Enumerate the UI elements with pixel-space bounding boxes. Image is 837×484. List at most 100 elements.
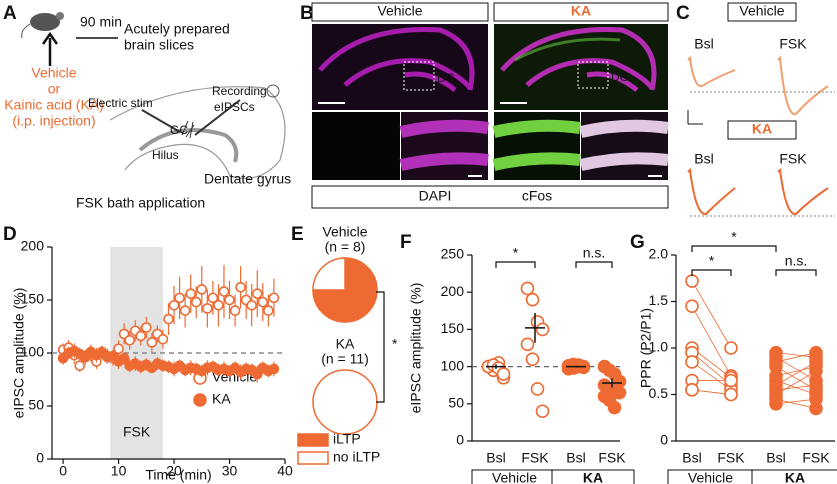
y-axis-label: PPR (P2/P1): [638, 308, 654, 388]
data-point: [207, 292, 219, 304]
data-point: [213, 299, 224, 311]
stim-label: Electric stim: [88, 96, 153, 110]
data-point: [118, 352, 130, 364]
treatment: Kainic acid (KA): [4, 97, 104, 113]
data-point: [229, 305, 241, 316]
data-point: [246, 299, 258, 311]
condition: FSK: [779, 36, 807, 52]
trace: [687, 55, 736, 88]
legend-marker: [297, 433, 329, 447]
stain: cFos: [522, 188, 552, 204]
x-axis-label: Time (min): [145, 467, 211, 483]
legend-label: iLTP: [333, 431, 361, 447]
data-point: [179, 305, 191, 316]
data-point: [163, 313, 174, 325]
arrow-head: [41, 31, 59, 45]
pie-slice: [312, 257, 378, 323]
data-point: [146, 337, 158, 348]
data-point: [724, 373, 738, 388]
pair-line: [691, 305, 732, 377]
data-point: [268, 363, 280, 375]
legend-marker: [297, 451, 329, 465]
group-box: [551, 469, 635, 484]
sig-label: *: [513, 245, 519, 261]
data-point: [607, 400, 622, 415]
label-box: [311, 185, 669, 209]
pair-line: [775, 398, 817, 409]
x-tick-label: Bsl: [486, 450, 505, 466]
mouse-ear: [56, 12, 64, 20]
data-point: [809, 378, 823, 393]
data-point: [190, 296, 202, 308]
condition: FSK: [779, 151, 807, 167]
y-tick-label: 0: [456, 432, 464, 448]
y-tick-label: 150: [21, 291, 45, 307]
panel-letter: D: [3, 224, 17, 245]
roi-box: [403, 61, 435, 91]
recording-label: eIPSCs: [214, 100, 255, 114]
region-label: DG: [611, 70, 629, 84]
data-point: [74, 360, 86, 372]
data-point: [520, 281, 535, 296]
sig-label: n.s.: [583, 245, 606, 261]
y-axis-label: eIPSC amplitude (%): [408, 283, 424, 414]
data-point: [612, 385, 627, 400]
data-point: [235, 281, 246, 293]
group: KA: [752, 121, 772, 137]
hippocampus: [500, 27, 657, 92]
x-tick-label: Bsl: [766, 450, 785, 466]
label-box: [727, 2, 797, 22]
region-label: Dentate gyrus: [204, 171, 291, 187]
hilus-label: Hilus: [152, 148, 179, 162]
trace: [687, 167, 736, 215]
cfos-signal: [514, 37, 621, 62]
label-box: [493, 2, 669, 22]
data-point: [174, 292, 185, 304]
data-point: [257, 296, 269, 308]
data-point: [168, 299, 180, 311]
panel-b: B Vehicle KA DG DG DAPI cFos: [300, 2, 669, 209]
sig-bracket: [575, 261, 613, 268]
sig-bracket: [691, 269, 732, 276]
data-point: [685, 383, 699, 397]
mouse-tail: [21, 23, 31, 39]
y-tick-label: 1.0: [649, 339, 669, 355]
data-point: [520, 337, 535, 352]
x-tick-label: FSK: [717, 450, 745, 466]
group-label: KA: [583, 470, 603, 484]
panel-letter: G: [630, 232, 645, 253]
trace: [777, 55, 829, 116]
x-tick-label: 30: [222, 463, 238, 479]
data-point: [809, 364, 823, 379]
data-point: [530, 382, 545, 396]
panel-letter: A: [3, 3, 17, 24]
cfos-layer: [492, 119, 581, 171]
slices-label: brain slices: [124, 37, 194, 53]
data-point: [685, 274, 699, 288]
dapi-layer: [399, 119, 489, 171]
group-label: KA: [785, 470, 805, 484]
y-tick-label: 1.5: [649, 292, 669, 308]
sig-bracket: [495, 261, 536, 268]
data-point: [135, 330, 147, 342]
data-point: [218, 286, 230, 297]
pie-subtitle: (n = 11): [321, 351, 369, 367]
label-box: [311, 2, 489, 22]
y-tick-label: 2.0: [649, 246, 669, 262]
merge-layer: [579, 119, 669, 171]
pie-slice: [312, 257, 346, 291]
pie-title: KA: [336, 336, 355, 352]
data-point: [496, 367, 511, 381]
condition: Bsl: [694, 151, 713, 167]
data-point: [224, 294, 235, 306]
data-point: [724, 387, 738, 402]
x-tick-label: Bsl: [682, 450, 701, 466]
treatment: Vehicle: [31, 65, 76, 81]
x-tick-label: 20: [166, 463, 182, 479]
condition: Vehicle: [377, 3, 422, 19]
data-point: [535, 404, 550, 419]
x-tick-label: Bsl: [566, 450, 585, 466]
y-tick-label: 100: [21, 344, 45, 360]
y-tick-label: 0.5: [649, 385, 669, 401]
